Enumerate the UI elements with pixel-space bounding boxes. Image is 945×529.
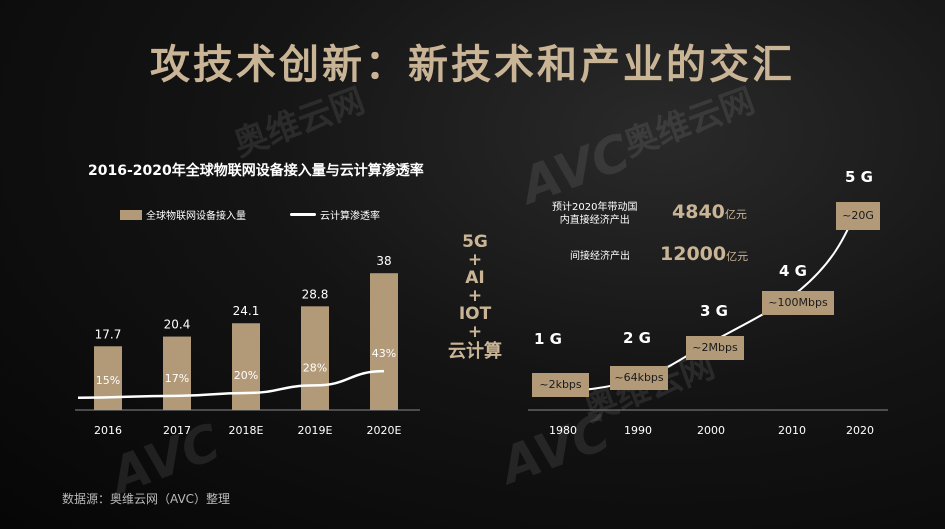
bar-value-label: 28.8: [302, 287, 329, 301]
gen-label-4g: 4 G: [779, 262, 807, 280]
line-value-label: 43%: [372, 347, 396, 360]
bar: [301, 306, 329, 410]
bar-value-label: 38: [376, 254, 391, 268]
econ-direct-label: 预计2020年带动国 内直接经济产出: [552, 201, 637, 227]
econ-indirect-value: 12000亿元: [660, 243, 748, 265]
tech-iot: IOT: [458, 304, 492, 324]
tech-ai: AI: [465, 268, 485, 288]
speed-box-2g: ~64kbps: [610, 366, 668, 390]
gen-label-1g: 1 G: [534, 330, 562, 348]
econ-indirect-number: 12000: [660, 243, 727, 265]
bar: [163, 336, 191, 410]
tech-cloud: 云计算: [448, 341, 502, 362]
x-tick-label: 2016: [94, 424, 122, 437]
legend-line-swatch: [290, 213, 316, 216]
gen-label-3g: 3 G: [700, 302, 728, 320]
legend-bar-label: 全球物联网设备接入量: [146, 211, 246, 222]
speed-box-3g: ~2Mbps: [686, 336, 744, 360]
bar-value-label: 17.7: [95, 327, 122, 341]
legend-line-label: 云计算渗透率: [320, 211, 380, 222]
bar: [370, 273, 398, 410]
tech-plus: +: [467, 250, 483, 270]
legend-bar-swatch: [120, 209, 142, 220]
tech-plus: +: [467, 286, 483, 306]
x-tick-label: 2020E: [367, 424, 402, 437]
line-value-label: 15%: [96, 374, 120, 387]
gen-label-5g: 5 G: [845, 168, 873, 186]
penetration-line: [77, 369, 385, 399]
tech-plus: +: [467, 322, 483, 342]
tech-5g: 5G: [462, 232, 488, 252]
econ-direct-number: 4840: [672, 201, 725, 223]
line-value-label: 28%: [303, 361, 327, 374]
speed-box-4g: ~100Mbps: [762, 291, 834, 315]
line-value-label: 20%: [234, 369, 258, 382]
bar: [232, 323, 260, 410]
line-value-label: 17%: [165, 372, 189, 385]
x-tick-label: 2019E: [298, 424, 333, 437]
econ-direct-unit: 亿元: [724, 208, 747, 221]
bar: [94, 346, 122, 410]
year-label: 1980: [549, 424, 577, 437]
bar-value-label: 24.1: [233, 304, 260, 318]
year-label: 2020: [846, 424, 874, 437]
gen-label-2g: 2 G: [623, 329, 651, 347]
chart-legend: 全球物联网设备接入量 云计算渗透率: [120, 207, 380, 222]
bar-value-label: 20.4: [164, 318, 191, 332]
speed-box-1g: ~2kbps: [532, 373, 589, 397]
year-label: 1990: [624, 424, 652, 437]
speed-box-5g: ~20G: [836, 202, 880, 230]
x-tick-label: 2017: [163, 424, 191, 437]
x-tick-label: 2018E: [229, 424, 264, 437]
year-label: 2010: [778, 424, 806, 437]
chart-title: 2016-2020年全球物联网设备接入量与云计算渗透率: [88, 163, 424, 179]
econ-direct-label-line1: 预计2020年带动国: [552, 202, 638, 213]
econ-indirect-label: 间接经济产出: [570, 251, 630, 262]
slide-title: 攻技术创新：新技术和产业的交汇: [150, 42, 795, 88]
tech-stack: 5G + AI + IOT + 云计算: [440, 233, 510, 361]
econ-direct-value: 4840亿元: [672, 201, 747, 223]
econ-direct-label-line2: 内直接经济产出: [559, 215, 630, 226]
year-label: 2000: [697, 424, 725, 437]
econ-indirect-unit: 亿元: [726, 250, 749, 263]
data-source: 数据源：奥维云网（AVC）整理: [62, 492, 231, 506]
